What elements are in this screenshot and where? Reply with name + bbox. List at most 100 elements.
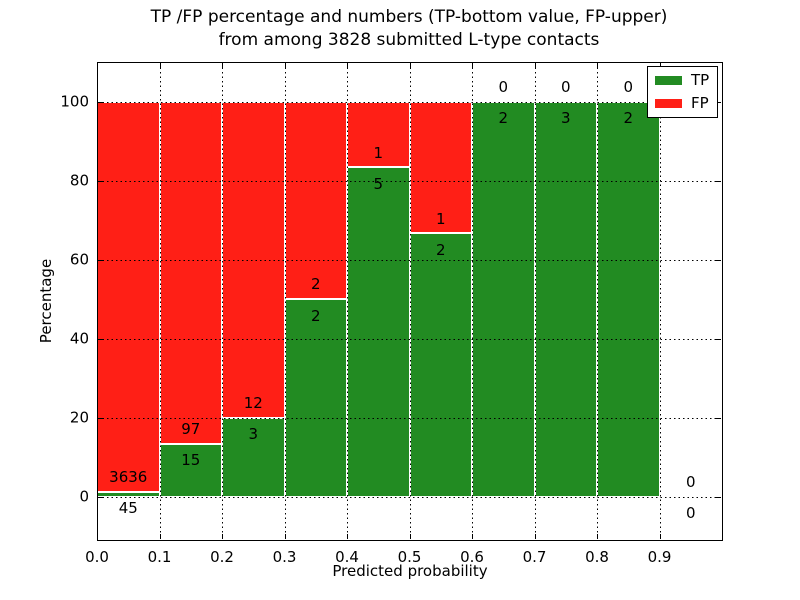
x-tick-top (97, 63, 98, 68)
fp-swatch-icon (655, 99, 682, 108)
bar-fp-0.0-0.1 (97, 101, 160, 492)
tp-count-label: 3 (560, 109, 571, 128)
legend-label-tp: TP (691, 71, 710, 89)
y-tick-right (716, 338, 721, 340)
gridline-v (409, 63, 411, 540)
tp-count-label: 2 (435, 240, 446, 259)
bar-tp-0.3-0.4 (284, 299, 347, 497)
y-tick (98, 259, 103, 261)
fp-count-label: 0 (498, 77, 509, 96)
x-tick (97, 534, 98, 539)
tp-count-label: 0 (685, 504, 696, 523)
x-tick (659, 534, 661, 539)
y-tick-label: 0 (79, 487, 89, 506)
x-tick-top (597, 63, 598, 68)
legend-item-fp: FP (655, 96, 709, 111)
fp-count-label: 97 (181, 420, 201, 439)
x-tick-label: 0.1 (147, 548, 172, 566)
x-tick-top (347, 63, 348, 68)
bar-tp-0.7-0.8 (534, 101, 597, 497)
x-tick-top (222, 63, 223, 68)
fp-count-label: 1 (373, 143, 384, 162)
x-axis-label: Predicted probability (332, 562, 488, 580)
bar-tp-0.8-0.9 (597, 101, 660, 497)
tp-count-label: 45 (118, 499, 138, 518)
fp-count-label: 1 (435, 209, 446, 228)
fp-count-label: 0 (685, 472, 696, 491)
bar-fp-0.3-0.4 (284, 101, 347, 300)
y-tick (98, 338, 103, 340)
x-tick-label: 0.9 (647, 548, 672, 566)
y-tick-right (716, 417, 721, 419)
x-tick-top (284, 63, 286, 68)
y-tick-right (716, 180, 721, 182)
gridline-v (347, 63, 348, 540)
tp-count-label: 15 (181, 451, 201, 470)
x-tick-top (159, 63, 161, 68)
x-tick-label: 0.7 (522, 548, 547, 566)
x-tick (409, 534, 411, 539)
y-tick-label: 60 (69, 250, 89, 269)
y-tick-right (716, 259, 721, 261)
fp-count-label: 0 (623, 77, 634, 96)
tp-count-label: 2 (310, 306, 321, 325)
y-tick (98, 417, 103, 419)
chart-title-line2: from among 3828 submitted L-type contact… (218, 30, 600, 50)
legend: TP FP (647, 66, 719, 118)
tp-count-label: 5 (373, 174, 384, 193)
x-tick-label: 0.0 (85, 548, 109, 566)
y-tick-label: 80 (69, 171, 89, 189)
chart-title-line1: TP /FP percentage and numbers (TP-bottom… (150, 7, 668, 27)
x-tick-top (722, 63, 723, 68)
x-tick-label: 0.8 (585, 548, 609, 566)
x-tick-top (659, 63, 661, 68)
y-tick (98, 101, 103, 103)
fp-count-label: 0 (560, 77, 571, 96)
fp-count-label: 2 (310, 275, 321, 294)
legend-label-fp: FP (691, 94, 709, 112)
tp-count-label: 3 (248, 425, 259, 444)
tp-swatch-icon (655, 76, 682, 85)
bar-tp-0.4-0.5 (347, 167, 410, 497)
bar-fp-0.1-0.2 (159, 101, 222, 444)
x-tick-top (534, 63, 536, 68)
x-tick (472, 534, 473, 539)
x-tick-label: 0.2 (210, 548, 234, 566)
fp-count-label: 3636 (109, 468, 148, 487)
y-tick-right (716, 496, 721, 498)
legend-item-tp: TP (655, 73, 709, 88)
x-tick-top (409, 63, 411, 68)
x-tick-top (472, 63, 473, 68)
y-tick (98, 496, 103, 498)
fp-count-label: 12 (243, 393, 263, 412)
x-tick (159, 534, 161, 539)
gridline-v (159, 63, 161, 540)
x-tick-label: 0.3 (272, 548, 297, 566)
tp-count-label: 2 (498, 109, 509, 128)
gridline-v (597, 63, 598, 540)
x-tick-label: 0.4 (335, 548, 359, 566)
x-tick (222, 534, 223, 539)
gridline-v (472, 63, 473, 540)
x-tick (347, 534, 348, 539)
x-tick-label: 0.6 (460, 548, 484, 566)
gridline-v (534, 63, 536, 540)
tp-count-label: 2 (623, 109, 634, 128)
x-tick (722, 534, 723, 539)
gridline-v (284, 63, 286, 540)
y-tick-label: 20 (69, 408, 89, 427)
x-tick (597, 534, 598, 539)
y-tick-label: 40 (69, 329, 89, 348)
bar-tp-0.1-0.2 (159, 443, 222, 497)
gridline-v (222, 63, 223, 540)
gridline-v (659, 63, 661, 540)
bar-tp-0.5-0.6 (409, 233, 472, 497)
y-tick (98, 180, 103, 182)
x-tick (284, 534, 286, 539)
x-tick-label: 0.5 (397, 548, 422, 566)
y-tick-label: 100 (60, 92, 89, 110)
x-tick (534, 534, 536, 539)
bar-fp-0.5-0.6 (409, 101, 472, 234)
